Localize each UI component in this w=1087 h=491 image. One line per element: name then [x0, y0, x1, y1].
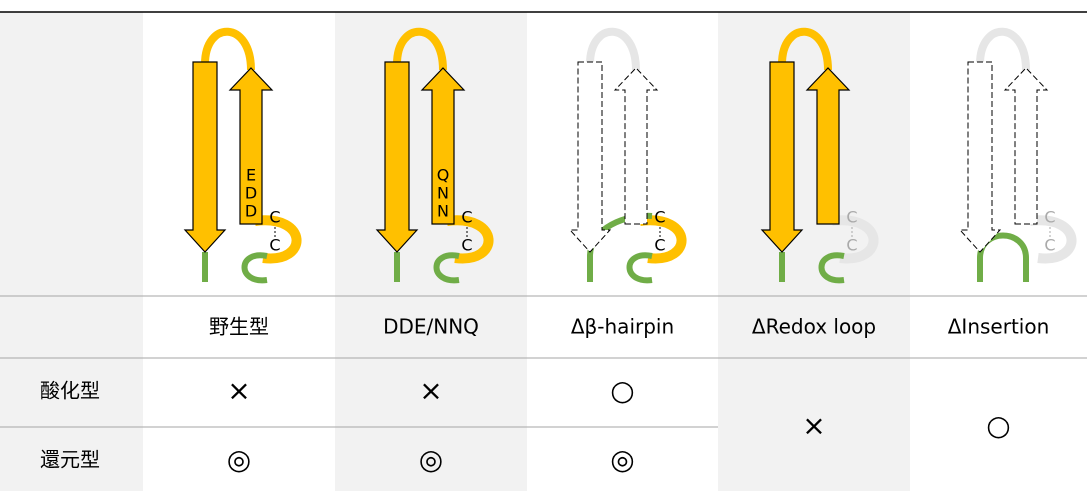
residue-label: N — [437, 184, 449, 203]
cys-label: C — [1044, 208, 1055, 227]
insertion-tail — [818, 252, 845, 284]
cys-label: C — [1044, 236, 1055, 255]
hairpin-loop — [201, 27, 255, 71]
column-bg — [0, 12, 143, 491]
redox-loop — [254, 215, 302, 264]
beta-strand-down — [760, 61, 804, 253]
cys-label: C — [269, 208, 280, 227]
redox-loop — [639, 215, 687, 264]
beta-strand-up — [228, 67, 274, 225]
residue-label: Q — [437, 166, 450, 185]
cys-label: C — [846, 208, 857, 227]
cys-label: C — [461, 236, 472, 255]
residue-label: D — [245, 184, 257, 203]
column-bg — [335, 12, 527, 491]
result-symbol: × — [802, 409, 825, 442]
beta-strand-up — [1003, 67, 1049, 225]
insertion-arch — [977, 232, 1029, 282]
beta-strand-down — [183, 61, 227, 253]
cys-label: C — [461, 208, 472, 227]
result-symbol: ◎ — [419, 443, 443, 476]
cys-label: C — [269, 236, 280, 255]
insertion-tail — [626, 252, 653, 284]
column-bg — [718, 12, 910, 491]
result-symbol: ○ — [986, 409, 1010, 442]
beta-strand-down — [958, 61, 1002, 253]
residue-label: N — [437, 202, 449, 221]
residue-label: D — [245, 202, 257, 221]
column-header: Δβ-hairpin — [571, 315, 674, 339]
insertion-tail — [433, 252, 460, 284]
row-header: 酸化型 — [40, 379, 100, 403]
beta-strand-down — [568, 61, 612, 253]
insertion-tail — [241, 252, 268, 284]
result-symbol: ◎ — [227, 443, 251, 476]
column-header: ΔInsertion — [948, 315, 1050, 339]
hairpin-loop — [586, 27, 640, 71]
hairpin-loop — [778, 27, 832, 71]
row-header: 還元型 — [40, 448, 100, 472]
residue-label: E — [246, 166, 256, 185]
result-symbol: × — [227, 374, 250, 407]
beta-strand-up — [805, 67, 851, 225]
redox-loop — [831, 215, 879, 264]
cys-label: C — [654, 208, 665, 227]
redox-loop — [1029, 215, 1077, 264]
beta-strand-up — [420, 67, 466, 225]
column-header: 野生型 — [209, 315, 269, 339]
column-header: ΔRedox loop — [752, 315, 876, 339]
result-symbol: × — [419, 374, 442, 407]
cys-label: C — [654, 236, 665, 255]
beta-strand-up — [613, 67, 659, 225]
cys-label: C — [846, 236, 857, 255]
hairpin-loop — [976, 27, 1030, 71]
result-symbol: ◎ — [610, 443, 634, 476]
hairpin-loop — [393, 27, 447, 71]
result-symbol: ○ — [610, 374, 634, 407]
redox-loop — [446, 215, 494, 264]
column-header: DDE/NNQ — [383, 315, 479, 339]
beta-strand-down — [375, 61, 419, 253]
